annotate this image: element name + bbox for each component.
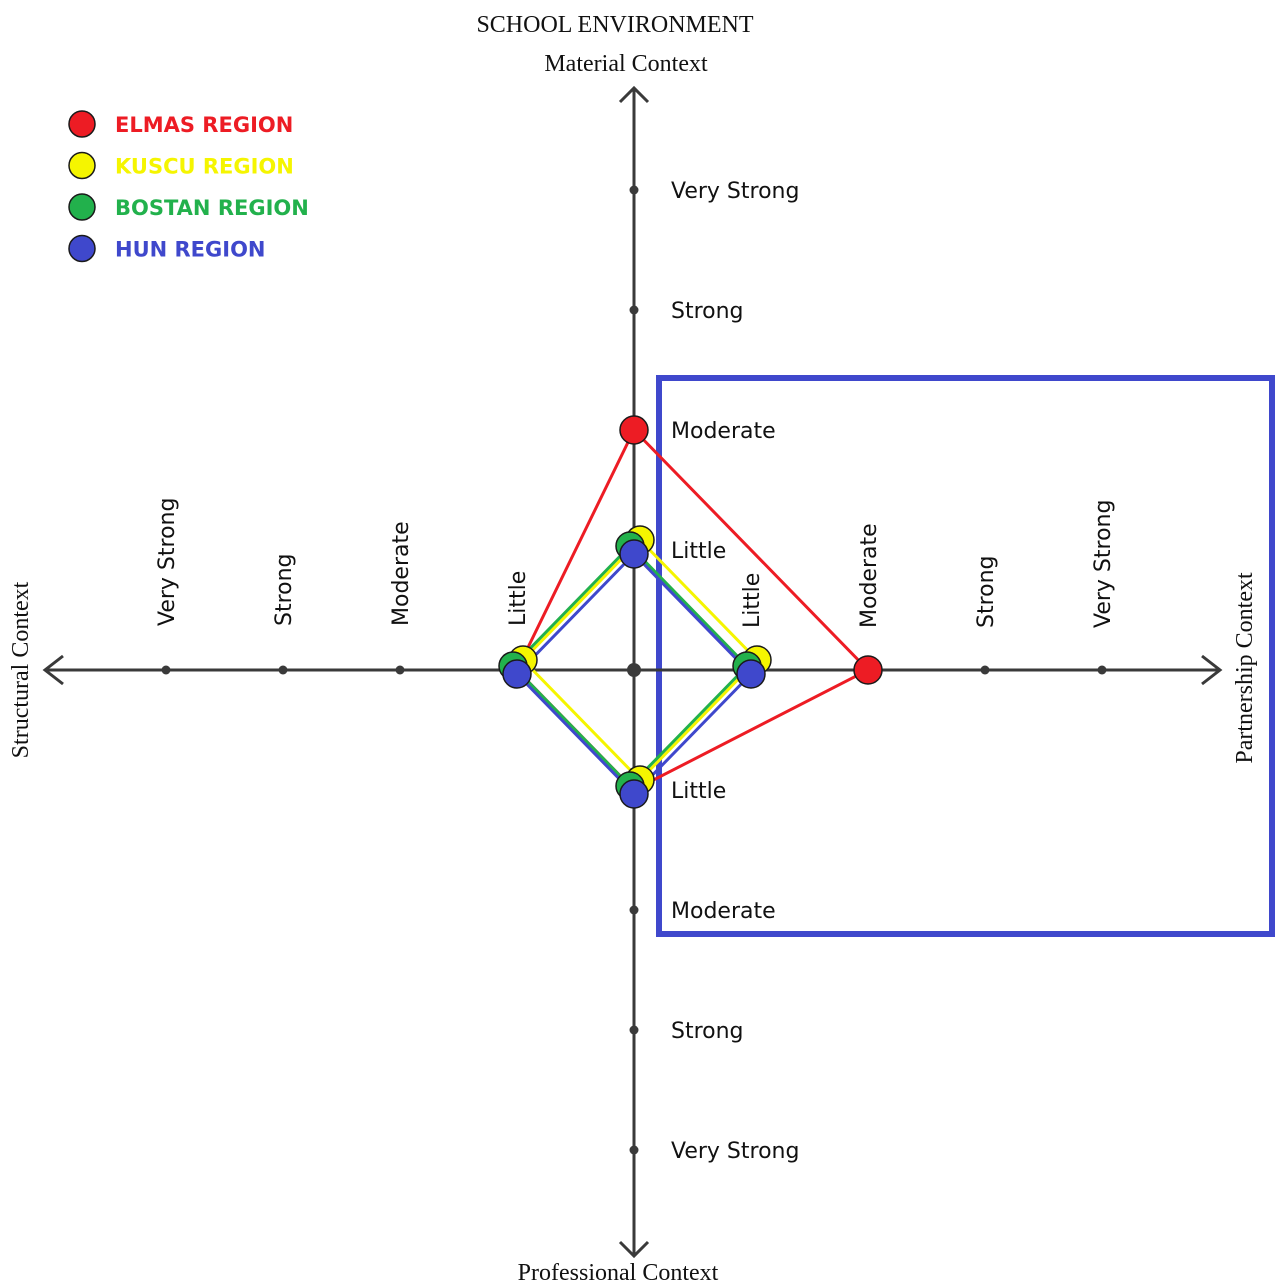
tick-label-top-1: Little (671, 539, 726, 564)
elmas-region-point-right (853, 655, 883, 685)
hun-region-point-left (502, 659, 532, 689)
legend-label-elmas-region: ELMAS REGION (115, 113, 293, 137)
axis-label-bottom: Professional Context (518, 1260, 719, 1284)
axis-label-right: Partnership Context (1232, 572, 1258, 764)
tick-label-bottom-4: Very Strong (671, 1139, 799, 1164)
tick-label-right-2: Moderate (857, 523, 882, 628)
arrow-left-icon (42, 654, 64, 686)
elmas-region-point-top (619, 415, 649, 445)
tick-label-right-3: Strong (974, 555, 999, 628)
tick-label-bottom-1: Little (671, 779, 726, 804)
tick-label-bottom-2: Moderate (671, 899, 776, 924)
tick-label-top-2: Moderate (671, 419, 776, 444)
tick-label-top-3: Strong (671, 299, 744, 324)
hun-region-point-bottom (619, 779, 649, 809)
tick-left-3 (278, 665, 288, 675)
legend-marker-kuscu-region (68, 151, 96, 180)
chart-title: SCHOOL ENVIRONMENT (476, 12, 753, 38)
legend-label-bostan-region: BOSTAN REGION (115, 196, 309, 220)
tick-label-right-1: Little (740, 573, 765, 628)
tick-left-2 (395, 665, 405, 675)
legend-marker-hun-region (68, 234, 96, 263)
axis-label-left: Structural Context (8, 581, 34, 758)
arrow-up-icon (618, 85, 650, 104)
tick-label-left-3: Strong (272, 553, 297, 626)
tick-bottom-2 (629, 905, 639, 915)
tick-top-3 (629, 305, 639, 315)
legend-label-kuscu-region: KUSCU REGION (115, 155, 294, 179)
hun-region-point-right (736, 659, 766, 689)
tick-top-4 (629, 185, 639, 195)
legend-marker-elmas-region (68, 110, 96, 138)
highlight-box (656, 375, 1275, 937)
tick-right-4 (1097, 665, 1107, 675)
legend-label-hun-region: HUN REGION (115, 238, 266, 262)
tick-bottom-3 (629, 1025, 639, 1035)
legend-marker-bostan-region (68, 193, 96, 221)
axis-label-top: Material Context (544, 51, 708, 77)
arrow-right-icon (1201, 654, 1223, 686)
tick-left-4 (161, 665, 171, 675)
hun-region-point-top (619, 539, 649, 569)
arrow-down-icon (618, 1240, 650, 1259)
tick-right-3 (980, 665, 990, 675)
tick-label-left-4: Very Strong (155, 498, 180, 626)
tick-label-top-4: Very Strong (671, 179, 799, 204)
tick-label-left-1: Little (506, 571, 531, 626)
origin-dot (627, 663, 641, 677)
tick-label-bottom-3: Strong (671, 1019, 744, 1044)
tick-label-right-4: Very Strong (1091, 500, 1116, 628)
tick-bottom-4 (629, 1145, 639, 1155)
tick-label-left-2: Moderate (389, 521, 414, 626)
